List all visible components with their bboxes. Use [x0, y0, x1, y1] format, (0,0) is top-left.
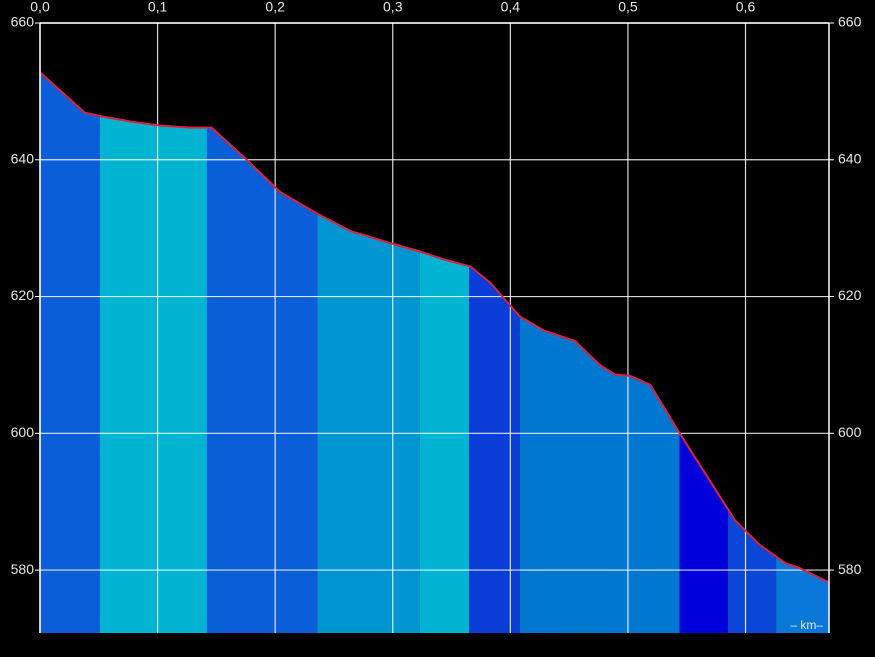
- x-tick-label: 0,4: [501, 0, 521, 15]
- grade-band: [419, 72, 470, 633]
- x-axis-label: – km–: [790, 618, 823, 632]
- y-tick-label: 660: [11, 14, 35, 30]
- y-tick-label: 580: [11, 561, 35, 577]
- grade-band: [469, 72, 520, 633]
- bands: [40, 72, 829, 633]
- grid: [39, 22, 829, 633]
- x-tick-label: 0,6: [736, 0, 756, 15]
- y-tick-label: 640: [838, 150, 862, 166]
- grade-band: [519, 72, 680, 633]
- y-tick-label: 580: [838, 561, 862, 577]
- y-tick-label: 600: [838, 424, 862, 440]
- grade-band: [776, 72, 829, 633]
- x-tick-label: 0,0: [30, 0, 50, 15]
- x-tick-label: 0,3: [383, 0, 403, 15]
- y-tick-label: 600: [11, 424, 35, 440]
- x-tick-label: 0,5: [618, 0, 638, 15]
- y-tick-label: 620: [11, 287, 35, 303]
- y-tick-label: 640: [11, 150, 35, 166]
- x-tick-label: 0,1: [148, 0, 168, 15]
- grade-band: [317, 72, 420, 633]
- x-tick-label: 0,2: [265, 0, 285, 15]
- grade-band: [40, 72, 100, 633]
- elevation-line: [39, 71, 830, 584]
- grade-band: [679, 72, 728, 633]
- grade-band: [99, 72, 207, 633]
- grade-band: [727, 72, 777, 633]
- grade-band: [206, 72, 318, 633]
- foreground: 0,0 0,1 0,2 0,3 0,4 0,5 0,6 580 580 600 600 620 620 6…: [11, 0, 862, 633]
- y-tick-label: 660: [838, 14, 862, 30]
- y-tick-label: 620: [838, 287, 862, 303]
